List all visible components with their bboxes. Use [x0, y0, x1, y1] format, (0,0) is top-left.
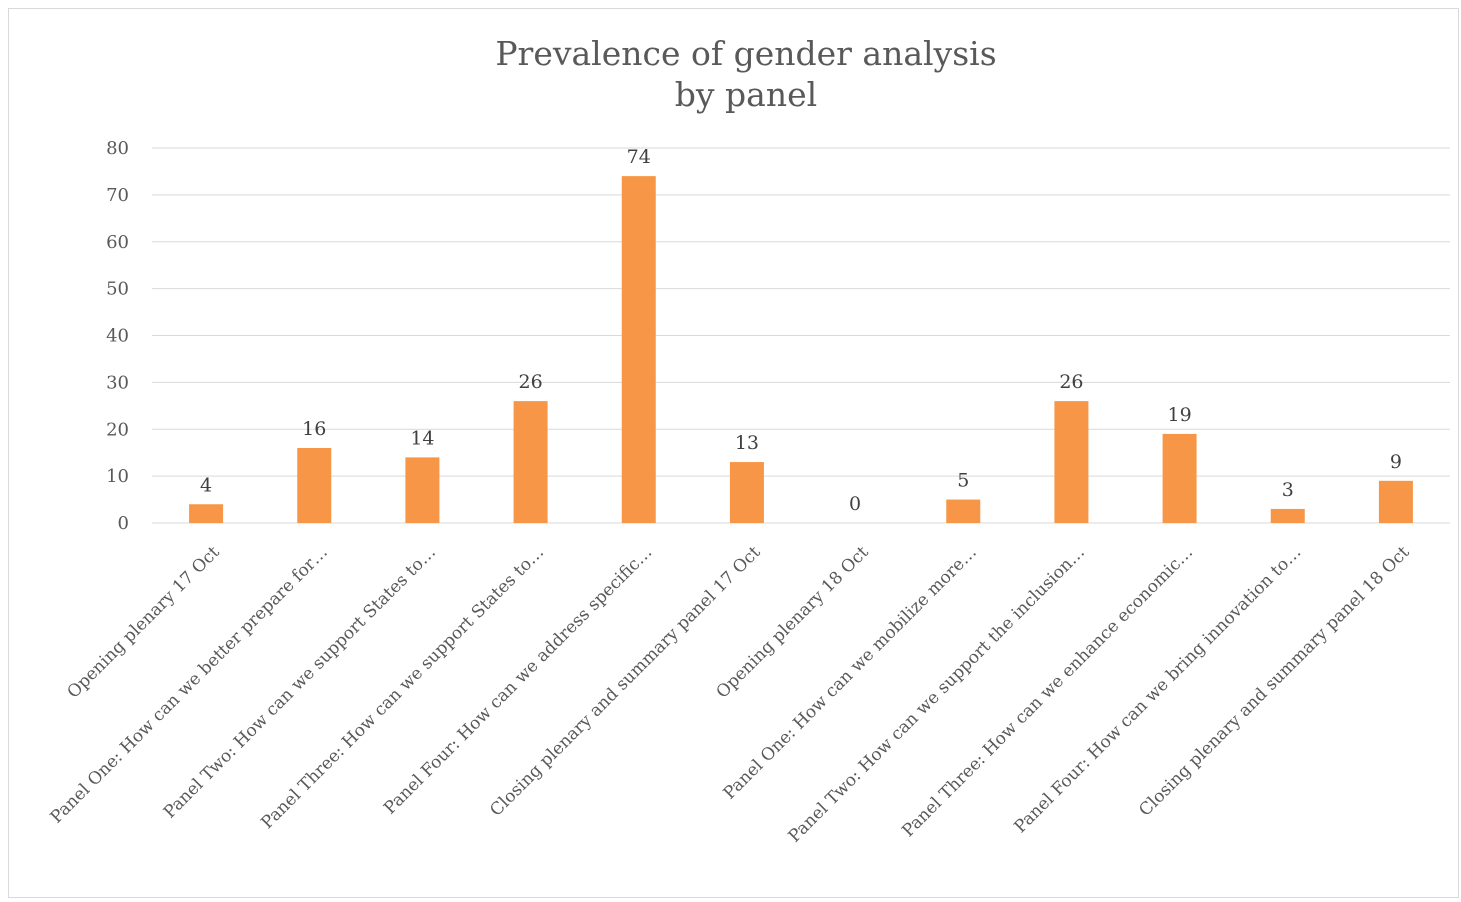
- chart-subtitle: by panel: [675, 75, 817, 114]
- data-label: 26: [1059, 371, 1083, 393]
- chart-title: Prevalence of gender analysis: [495, 34, 996, 73]
- y-tick-label: 70: [106, 185, 129, 206]
- bar-chart: Prevalence of gender analysis by panel 0…: [47, 34, 1450, 847]
- category-label: Panel One: How can we mobilize more…: [720, 542, 981, 803]
- data-label: 3: [1282, 479, 1294, 501]
- y-tick-label: 0: [118, 513, 129, 534]
- data-label: 14: [410, 427, 434, 449]
- bar: [1378, 480, 1413, 523]
- bar: [946, 499, 981, 523]
- y-tick-label: 60: [106, 232, 129, 253]
- bar: [621, 176, 656, 523]
- y-tick-label: 40: [106, 326, 129, 347]
- bar: [1270, 508, 1305, 523]
- bars: [189, 176, 1413, 523]
- chart-frame: Prevalence of gender analysis by panel 0…: [8, 8, 1459, 898]
- data-label: 19: [1167, 404, 1191, 426]
- y-tick-label: 10: [106, 466, 129, 487]
- data-label: 13: [735, 432, 759, 454]
- data-label: 4: [200, 474, 212, 496]
- data-label: 74: [627, 146, 651, 168]
- bar: [1162, 433, 1197, 523]
- data-label: 9: [1390, 451, 1402, 473]
- bar: [513, 401, 548, 523]
- bar: [1054, 401, 1089, 523]
- data-label: 5: [957, 470, 969, 492]
- y-tick-label: 50: [106, 279, 129, 300]
- gridlines: [152, 147, 1450, 524]
- data-labels: 4 16 14 26 74 13 0 5 26 19 3 9: [200, 146, 1402, 515]
- data-label: 26: [518, 371, 542, 393]
- bar: [189, 504, 224, 523]
- data-label: 16: [302, 418, 326, 440]
- y-tick-label: 20: [106, 419, 129, 440]
- y-tick-label: 80: [106, 138, 129, 159]
- bar: [729, 462, 764, 523]
- data-label: 0: [849, 493, 861, 515]
- y-tick-label: 30: [106, 372, 129, 393]
- bar: [297, 448, 332, 523]
- y-axis-ticks: 0 10 20 30 40 50 60 70 80: [106, 138, 129, 534]
- bar: [405, 457, 440, 523]
